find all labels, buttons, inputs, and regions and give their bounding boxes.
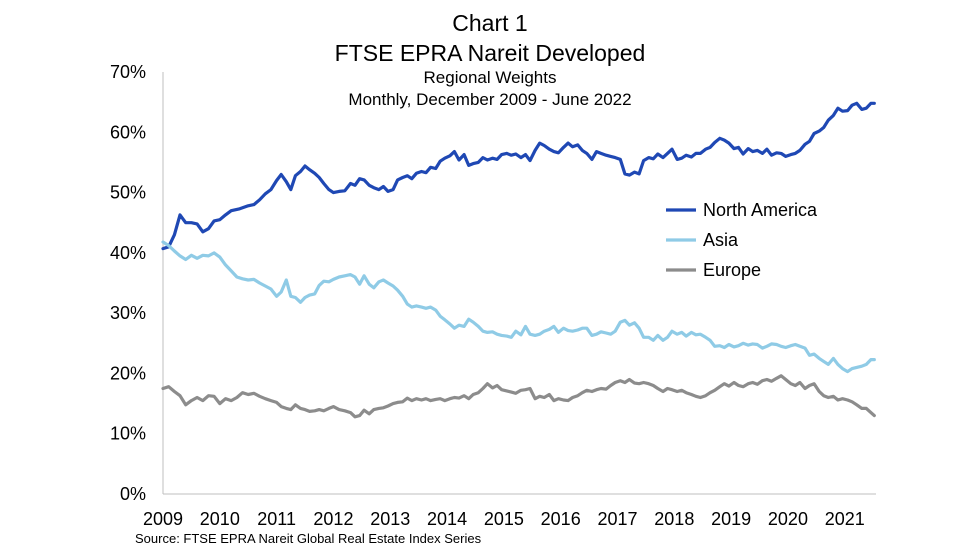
x-tick-label: 2020 <box>768 509 808 529</box>
y-tick-label: 30% <box>110 303 146 323</box>
series-line-asia <box>161 240 876 374</box>
x-tick-label: 2014 <box>427 509 467 529</box>
y-tick-label: 0% <box>120 484 146 504</box>
series-line-north-america <box>161 101 876 251</box>
x-tick-label: 2016 <box>541 509 581 529</box>
x-tick-label: 2015 <box>484 509 524 529</box>
x-tick-label: 2019 <box>711 509 751 529</box>
x-tick-label: 2011 <box>257 509 296 529</box>
x-tick-label: 2012 <box>313 509 353 529</box>
y-tick-label: 50% <box>110 183 146 203</box>
x-tick-label: 2009 <box>143 509 183 529</box>
x-tick-label: 2021 <box>825 509 865 529</box>
chart-axes <box>162 72 876 495</box>
legend-label: Asia <box>703 230 739 250</box>
x-tick-label: 2010 <box>200 509 240 529</box>
y-tick-label: 10% <box>110 424 146 444</box>
chart-subtitle-weights: Regional Weights <box>423 68 557 87</box>
chart-legend: North America Asia Europe <box>666 200 818 280</box>
y-tick-label: 70% <box>110 62 146 82</box>
series-lines <box>161 101 876 419</box>
chart-title: Chart 1 <box>452 10 528 36</box>
legend-label: Europe <box>703 260 761 280</box>
x-tick-label: 2017 <box>597 509 637 529</box>
series-line-europe <box>161 374 876 419</box>
legend-label: North America <box>703 200 818 220</box>
y-tick-label: 60% <box>110 122 146 142</box>
y-tick-label: 20% <box>110 363 146 383</box>
x-tick-label: 2013 <box>370 509 410 529</box>
x-tick-label: 2018 <box>654 509 694 529</box>
chart-subtitle-period: Monthly, December 2009 - June 2022 <box>348 90 632 109</box>
axis-ticks: 0% 10% 20% 30% 40% 50% 60% 70% 2009 2010 2011 2012 2… <box>110 62 865 529</box>
chart-source: Source: FTSE EPRA Nareit Global Real Est… <box>135 531 482 546</box>
y-tick-label: 40% <box>110 243 146 263</box>
chart-subtitle-main: FTSE EPRA Nareit Developed <box>334 40 646 66</box>
